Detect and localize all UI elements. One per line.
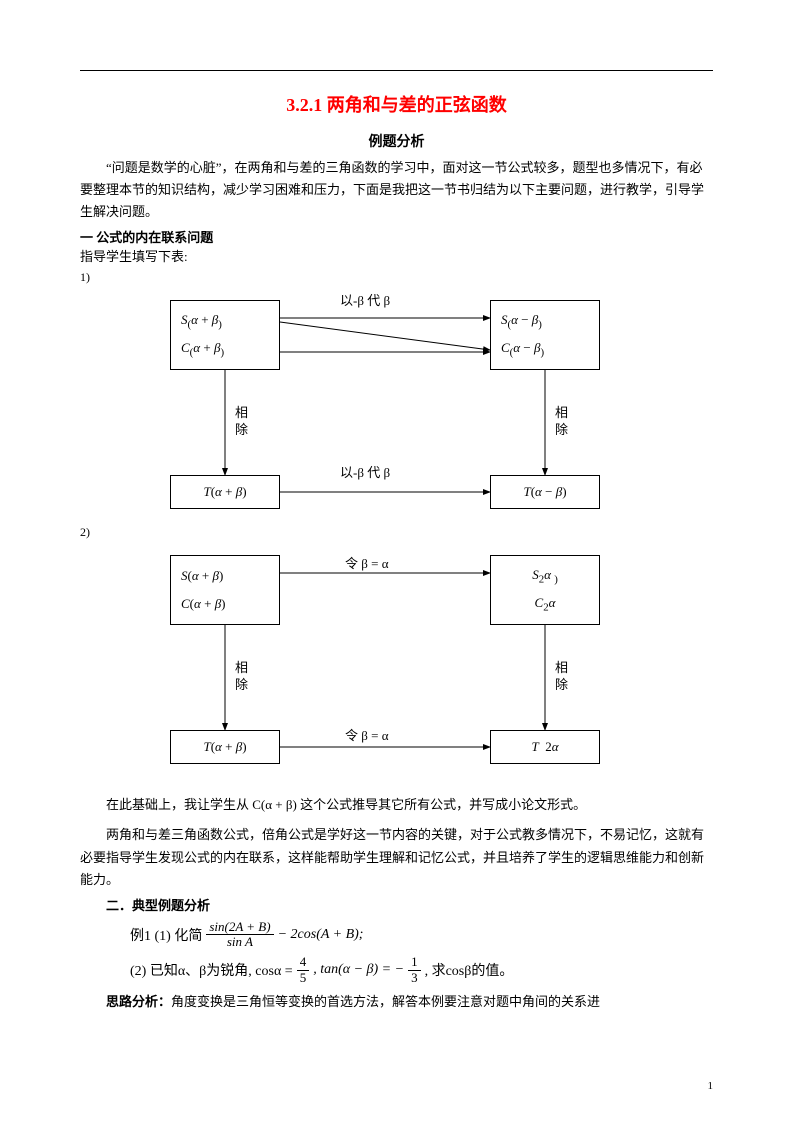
ex2-frac1: 4 5 xyxy=(297,955,310,985)
d2-left-label: 相 除 xyxy=(235,660,248,694)
d2-right-label: 相 除 xyxy=(555,660,568,694)
d2-tl-l2: C(α + β) xyxy=(181,596,226,612)
diagram1-label: 1) xyxy=(80,270,713,285)
d1-br: T(α − β) xyxy=(523,484,566,500)
d2-br: T 2α xyxy=(531,739,558,755)
middle-para: 在此基础上，我让学生从 C(α + β) 这个公式推导其它所有公式，并写成小论文… xyxy=(80,794,713,816)
d1-tl-l2: C(α + β) xyxy=(181,340,224,359)
d2-bl: T(α + β) xyxy=(203,739,246,755)
d2-box-bot-left: T(α + β) xyxy=(170,730,280,764)
page-number: 1 xyxy=(708,1080,714,1092)
diagram-2: S(α + β) C(α + β) S2α ) C2α T(α + β) T 2… xyxy=(130,545,650,775)
main-title: 3.2.1 两角和与差的正弦函数 xyxy=(80,91,713,117)
d1-right-label: 相 除 xyxy=(555,405,568,439)
d2-tr-l2: C2α xyxy=(535,595,556,614)
d2-tl-l1: S(α + β) xyxy=(181,568,223,584)
d2-tr-l1: S2α ) xyxy=(532,567,558,586)
diagram-1: S(α + β) C(α + β) S(α − β) C(α − β) T(α … xyxy=(130,290,650,520)
analysis: 思路分析：角度变换是三角恒等变换的首选方法，解答本例要注意对题中角间的关系进 xyxy=(80,991,713,1013)
d2-rl-1: 相 xyxy=(555,660,568,677)
d1-ll-1: 相 xyxy=(235,405,248,422)
d2-top-label: 令 β = α xyxy=(345,553,389,572)
intro-paragraph: “问题是数学的心脏”，在两角和与差的三角函数的学习中，面对这一节公式较多，题型也… xyxy=(80,157,713,223)
ex1-tail: − 2cos(A + B); xyxy=(278,927,364,943)
d2-box-bot-right: T 2α xyxy=(490,730,600,764)
d1-tr-l1: S(α − β) xyxy=(501,312,542,331)
d1-box-bot-left: T(α + β) xyxy=(170,475,280,509)
d1-ll-2: 除 xyxy=(235,422,248,439)
analysis-lead: 思路分析： xyxy=(106,994,171,1009)
section1-instr: 指导学生填写下表: xyxy=(80,246,713,268)
d2-ll-1: 相 xyxy=(235,660,248,677)
section2-heading: 二．典型例题分析 xyxy=(80,895,713,914)
ex1-num: sin(2A + B) xyxy=(206,920,273,935)
d2-bot-label: 令 β = α xyxy=(345,725,389,744)
ex2-f2d: 3 xyxy=(408,971,421,985)
ex2-frac2: 1 3 xyxy=(408,955,421,985)
ex2-f1n: 4 xyxy=(297,955,310,970)
ex1-fraction: sin(2A + B) sin A xyxy=(206,920,273,950)
ex2-lead: (2) 已知α、β为锐角, cosα = xyxy=(130,960,293,980)
middle-para2: 两角和与差三角函数公式，倍角公式是学好这一节内容的关键，对于公式教多情况下，不易… xyxy=(80,824,713,890)
ex2-tail: , 求cosβ的值。 xyxy=(425,960,514,980)
d1-bl: T(α + β) xyxy=(203,484,246,500)
ex2-f2n: 1 xyxy=(408,955,421,970)
d1-bot-label: 以-β 代 β xyxy=(340,462,390,481)
d1-tr-l2: C(α − β) xyxy=(501,340,544,359)
ex1-den: sin A xyxy=(224,935,256,949)
d1-rl-1: 相 xyxy=(555,405,568,422)
ex1-lead: 例1 (1) 化简 xyxy=(130,925,202,945)
section1-heading: 一 公式的内在联系问题 xyxy=(80,227,713,246)
top-rule xyxy=(80,70,713,71)
d1-top-label: 以-β 代 β xyxy=(340,290,390,309)
ex2-f1d: 5 xyxy=(297,971,310,985)
d2-ll-2: 除 xyxy=(235,677,248,694)
d2-rl-2: 除 xyxy=(555,677,568,694)
d1-rl-2: 除 xyxy=(555,422,568,439)
example1: 例1 (1) 化简 sin(2A + B) sin A − 2cos(A + B… xyxy=(130,920,713,950)
analysis-text: 角度变换是三角恒等变换的首选方法，解答本例要注意对题中角间的关系进 xyxy=(171,994,600,1009)
d1-box-bot-right: T(α − β) xyxy=(490,475,600,509)
d1-left-label: 相 除 xyxy=(235,405,248,439)
d1-box-top-left: S(α + β) C(α + β) xyxy=(170,300,280,370)
d2-box-top-left: S(α + β) C(α + β) xyxy=(170,555,280,625)
example2: (2) 已知α、β为锐角, cosα = 4 5 , tan(α − β) = … xyxy=(130,955,713,985)
diagram2-label: 2) xyxy=(80,525,713,540)
subtitle: 例题分析 xyxy=(80,131,713,151)
ex2-mid: , tan(α − β) = − xyxy=(313,962,404,978)
d1-tl-l1: S(α + β) xyxy=(181,312,222,331)
d1-box-top-right: S(α − β) C(α − β) xyxy=(490,300,600,370)
d2-box-top-right: S2α ) C2α xyxy=(490,555,600,625)
